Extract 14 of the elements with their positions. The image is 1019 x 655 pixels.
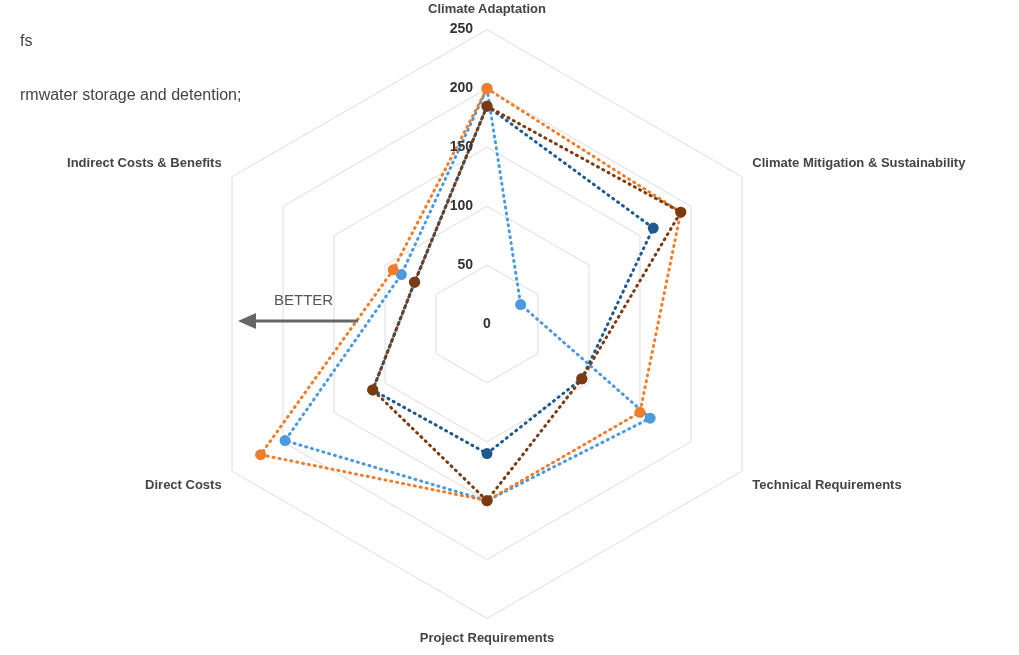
spoke-label: Climate Adaptation — [428, 1, 547, 17]
spoke-label: Indirect Costs & Benefits — [67, 154, 222, 170]
y-tick-label: 100 — [449, 197, 474, 214]
y-tick-label: 200 — [449, 79, 474, 96]
y-tick-label: 250 — [449, 20, 474, 37]
y-tick-label: 50 — [457, 255, 474, 272]
spoke-label: Climate Mitigation & Sustainability — [752, 154, 967, 170]
text: BETTER — [274, 291, 334, 308]
text: rmwater storage and detention; — [20, 86, 242, 104]
text: fs — [20, 32, 33, 50]
spoke-label: Technical Requirements — [752, 476, 902, 492]
y-tick-label: 0 — [483, 314, 492, 331]
spoke-label: Direct Costs — [145, 476, 222, 492]
spoke-label: Project Requirements — [419, 629, 555, 645]
